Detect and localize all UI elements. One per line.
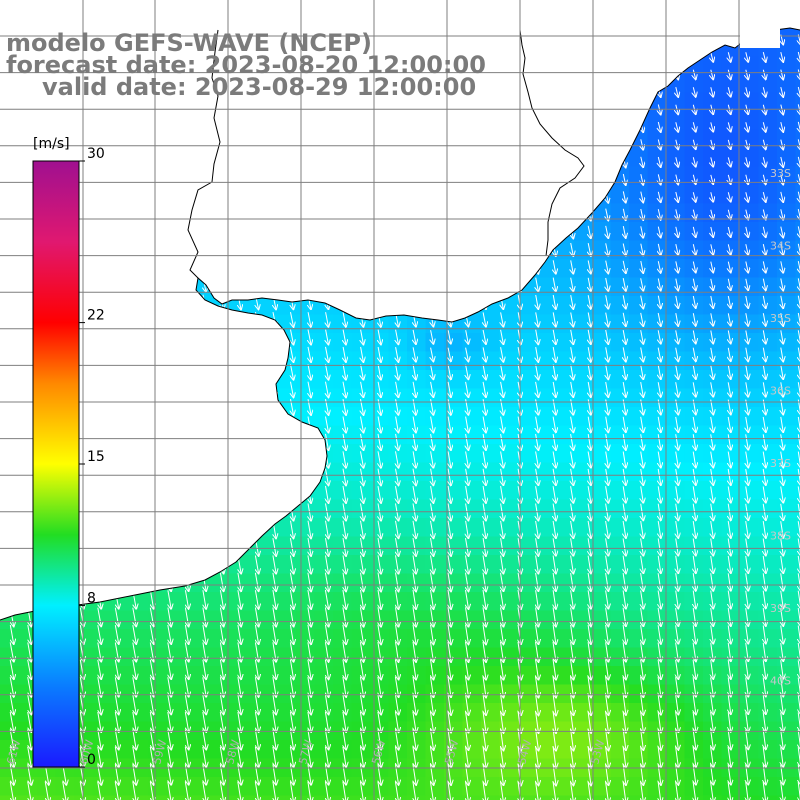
longitude-label: 53W <box>588 738 607 766</box>
latitude-label: 38S <box>770 530 791 543</box>
latitude-label: 37S <box>770 457 791 470</box>
latitude-label: 39S <box>770 602 791 615</box>
latitude-label: 35S <box>770 312 791 325</box>
title-model: modelo GEFS-WAVE (NCEP) <box>6 29 372 57</box>
lake-patch <box>740 28 780 48</box>
coastline <box>0 27 800 621</box>
title-forecast-date: forecast date: 2023-08-20 12:00:00 <box>6 51 486 79</box>
title-valid-date: valid date: 2023-08-29 12:00:00 <box>42 73 477 101</box>
longitude-label: 57W <box>296 738 315 766</box>
longitude-label: 60W <box>77 738 96 766</box>
colorbar-tick-label: 8 <box>87 590 96 606</box>
border-river <box>187 29 221 279</box>
latitude-label: 40S <box>770 675 791 688</box>
land-mass <box>0 0 800 620</box>
longitude-label: 61W <box>4 738 23 766</box>
border-uruguay-brazil <box>519 29 585 257</box>
longitude-label: 56W <box>369 738 388 766</box>
longitude-labels: 61W 60W 59W 58W 57W 56W 55W 54W 53W <box>4 738 607 766</box>
colorbar-gradient <box>32 160 80 768</box>
colorbar-tick-label: 22 <box>87 308 105 324</box>
latitude-label: 34S <box>770 240 791 253</box>
colorbar-tick-label: 0 <box>87 752 96 768</box>
colorbar-tick-label: 15 <box>87 449 105 465</box>
longitude-label: 54W <box>515 738 534 766</box>
longitude-label: 59W <box>150 738 169 766</box>
latitude-labels: 33S 34S 35S 36S 37S 38S 39S 40S <box>770 167 791 688</box>
latitude-label: 33S <box>770 167 791 180</box>
colorbar-tick-label: 30 <box>87 146 105 162</box>
longitude-label: 58W <box>223 738 242 766</box>
colorbar-unit: [m/s] <box>33 136 70 152</box>
colorbar: [m/s] 30 22 15 8 0 <box>32 136 105 768</box>
latitude-label: 36S <box>770 385 791 398</box>
longitude-label: 55W <box>442 738 461 766</box>
